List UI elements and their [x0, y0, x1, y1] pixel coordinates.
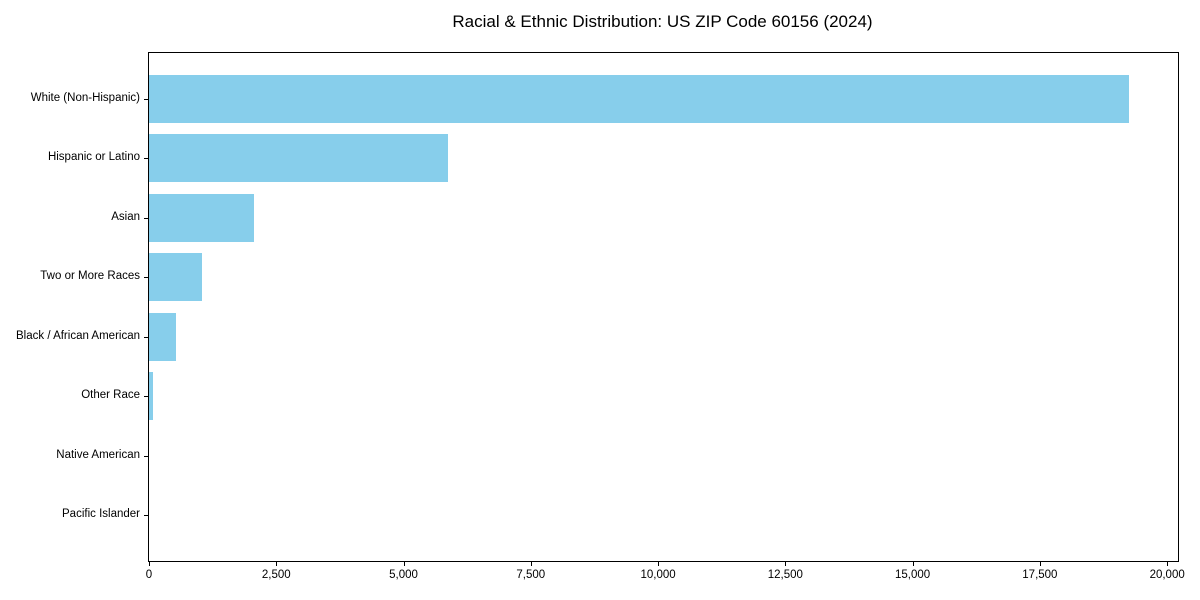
x-tick-mark-15,000: [912, 562, 914, 566]
y-tick-label-other-race: Other Race: [81, 389, 140, 402]
x-tick-label-10,000: 10,000: [640, 569, 676, 581]
y-tick-mark-native-american: [144, 455, 148, 457]
y-tick-label-native-american: Native American: [56, 448, 140, 461]
y-tick-label-pacific-islander: Pacific Islander: [62, 507, 140, 520]
x-tick-mark-20,000: [1167, 562, 1169, 566]
x-tick-label-7,500: 7,500: [516, 569, 546, 581]
x-tick-mark-12,500: [785, 562, 787, 566]
bar-white-non-hispanic: [149, 75, 1129, 124]
x-tick-mark-17,500: [1039, 562, 1041, 566]
plot-area: 0 2,500 5,000 7,500 10,000 12,500 15,000 17,500…: [144, 52, 1185, 581]
y-tick-mark-black-african-american: [144, 336, 148, 338]
y-tick-label-black-african-american: Black / African American: [16, 329, 140, 342]
x-tick-mark-10,000: [658, 562, 660, 566]
bar-black-african-american: [149, 312, 176, 361]
y-tick-mark-two-or-more-races: [144, 277, 148, 279]
y-tick-label-hispanic-or-latino: Hispanic or Latino: [47, 151, 140, 164]
y-tick-label-asian: Asian: [111, 210, 140, 223]
x-tick-label-2,500: 2,500: [261, 569, 291, 581]
y-tick-label-two-or-more-races: Two or More Races: [40, 270, 140, 283]
bar-two-or-more-races: [149, 253, 202, 302]
x-tick-mark-0: [149, 562, 150, 566]
x-tick-label-17,500: 17,500: [1022, 569, 1058, 581]
x-tick-label-5,000: 5,000: [389, 569, 418, 581]
y-axis-labels: White (Non-Hispanic) Hispanic or Latino As…: [0, 52, 140, 560]
x-tick-label-12,500: 12,500: [767, 569, 803, 581]
x-tick-mark-7,500: [530, 562, 532, 566]
y-tick-mark-asian: [144, 217, 148, 219]
y-tick-mark-white-non-hispanic: [144, 99, 148, 101]
x-tick-mark-2,500: [276, 562, 278, 566]
y-tick-mark-pacific-islander: [144, 514, 148, 516]
bar-asian: [149, 193, 254, 242]
y-tick-label-white-non-hispanic: White (Non-Hispanic): [30, 92, 140, 105]
x-tick-label-0: 0: [145, 569, 153, 581]
y-tick-mark-hispanic-or-latino: [144, 158, 148, 160]
y-tick-mark-other-race: [144, 396, 148, 398]
bar-hispanic-or-latino: [149, 134, 449, 183]
x-tick-mark-5,000: [403, 562, 405, 566]
bar-other-race: [149, 372, 154, 421]
chart-title: Racial & Ethnic Distribution: US ZIP Cod…: [452, 12, 873, 31]
x-tick-label-15,000: 15,000: [895, 569, 931, 581]
x-tick-label-20,000: 20,000: [1149, 569, 1185, 581]
